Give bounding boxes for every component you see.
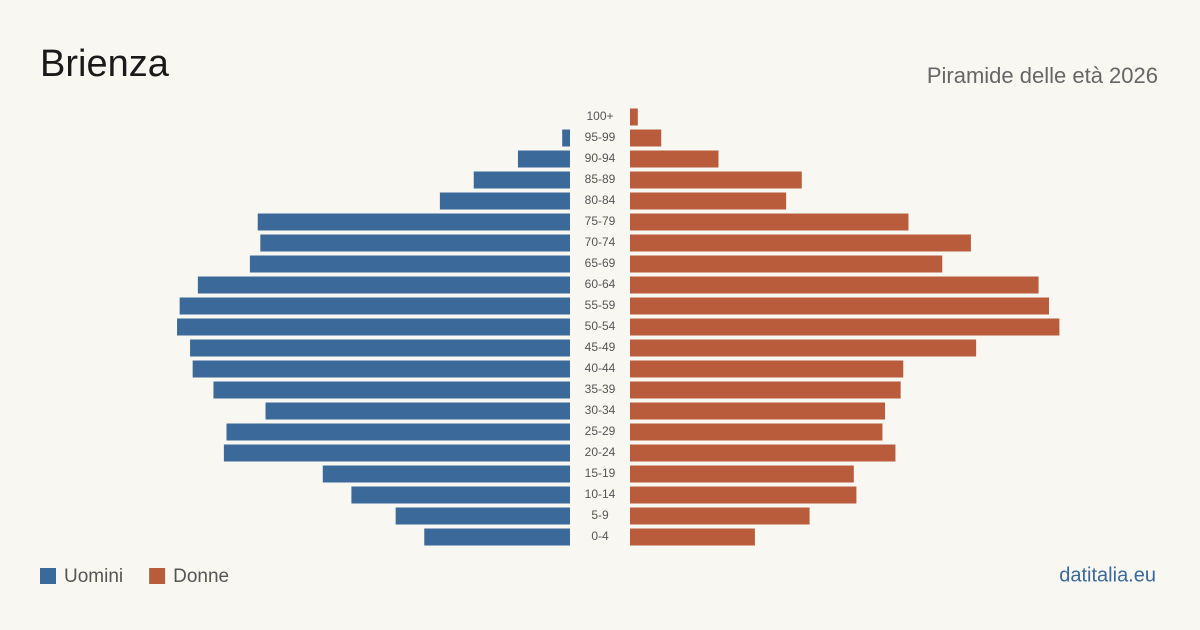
age-label: 45-49 (585, 340, 616, 354)
male-bar (517, 150, 570, 168)
chart-subtitle: Piramide delle età 2026 (927, 63, 1158, 88)
male-bar (322, 465, 570, 483)
male-bar (257, 213, 570, 231)
male-bar (177, 318, 571, 336)
chart-title: Brienza (40, 43, 170, 85)
female-bar (630, 423, 883, 441)
source: datitalia.eu (1059, 564, 1156, 586)
female-bar (630, 318, 1060, 336)
female-bar (630, 507, 810, 525)
male-bar (197, 276, 571, 294)
male-bar (265, 402, 570, 420)
male-bar (192, 360, 570, 378)
female-bar (630, 192, 787, 210)
age-label: 25-29 (585, 424, 616, 438)
female-bar (630, 276, 1039, 294)
female-bar (630, 234, 971, 252)
age-label: 30-34 (585, 403, 616, 417)
male-bar (351, 486, 570, 504)
legend-label: Donne (173, 566, 229, 587)
male-bar (249, 255, 570, 273)
age-label: 0-4 (591, 529, 609, 543)
male-bar (424, 528, 570, 546)
legend-swatch (40, 568, 56, 584)
male-bar (190, 339, 570, 357)
male-bar (223, 444, 570, 462)
age-label: 15-19 (585, 466, 616, 480)
male-bar (213, 381, 570, 399)
age-label: 80-84 (585, 193, 616, 207)
male-bar (473, 171, 570, 189)
legend-swatch (149, 568, 166, 584)
age-label: 35-39 (585, 382, 616, 396)
female-bar (630, 528, 755, 546)
female-bar (630, 486, 857, 504)
age-label: 65-69 (585, 256, 616, 270)
female-bar (630, 129, 662, 147)
female-bar (630, 108, 638, 126)
age-label: 60-64 (585, 277, 616, 291)
age-label: 90-94 (585, 151, 616, 165)
male-bar (562, 129, 570, 147)
male-bar (179, 297, 570, 315)
age-label: 20-24 (585, 445, 616, 459)
female-bar (630, 360, 904, 378)
female-bar (630, 381, 901, 399)
age-label: 95-99 (585, 130, 616, 144)
female-bar (630, 339, 977, 357)
male-bar (439, 192, 570, 210)
age-label: 100+ (586, 109, 613, 123)
male-bar (226, 423, 570, 441)
male-bar (395, 507, 570, 525)
female-bar (630, 213, 909, 231)
female-bar (630, 255, 943, 273)
age-label: 50-54 (585, 319, 616, 333)
age-label: 85-89 (585, 172, 616, 186)
female-bar (630, 465, 854, 483)
age-label: 55-59 (585, 298, 616, 312)
age-label: 40-44 (585, 361, 616, 375)
female-bar (630, 171, 802, 189)
female-bar (630, 150, 719, 168)
male-bar (260, 234, 570, 252)
female-bar (630, 444, 896, 462)
legend-label: Uomini (64, 566, 123, 587)
female-bar (630, 297, 1049, 315)
age-label: 75-79 (585, 214, 616, 228)
age-label: 5-9 (591, 508, 609, 522)
female-bar (630, 402, 886, 420)
age-label: 10-14 (585, 487, 616, 501)
age-label: 70-74 (585, 235, 616, 249)
